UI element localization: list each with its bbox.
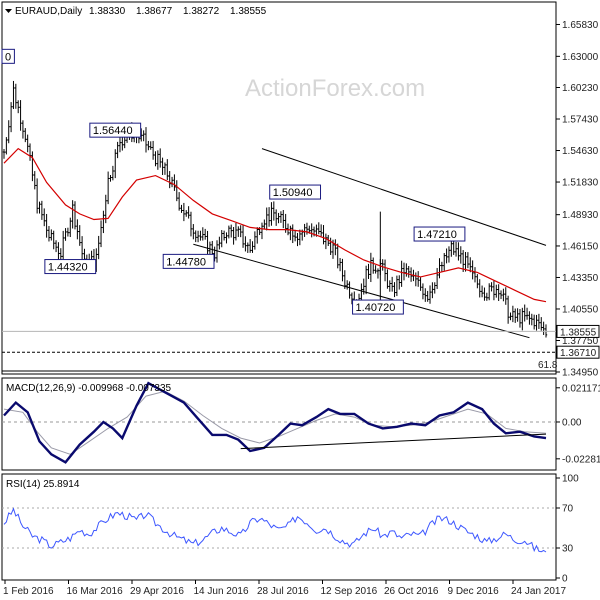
x-axis-label: 29 Apr 2016 [130,586,184,597]
price-y-label: 1.57430 [562,115,599,126]
macd-y-label: 0.00 [562,417,582,428]
x-axis: 1 Feb 2016 16 Mar 2016 29 Apr 2016 14 Jun 2… [3,580,566,597]
price-y-label: 1.46150 [562,241,599,252]
price-annotation-box [413,226,466,242]
price-annotation-box [162,253,215,269]
price-y-label: 1.37750 [562,336,599,347]
x-axis-label: 16 Mar 2016 [67,586,124,597]
macd-trendline [240,433,547,450]
price-y-label: 1.60230 [562,83,599,94]
price-y-label: 1.65830 [562,20,599,31]
rsi-y-label: 70 [562,504,574,515]
price-annotation-label: 1.44320 [48,262,88,274]
macd-signal-line [3,390,547,455]
x-axis-label: 24 Jan 2017 [511,586,566,597]
price-y-label: 1.63000 [562,52,599,63]
rsi-panel [1,473,557,581]
header-close: 1.38555 [230,6,267,17]
price-layer: 1.65830 1.63000 1.60230 1.57430 1.54630 1.518… [1,20,600,379]
dropdown-arrow-icon [5,9,12,13]
rsi-y-label: 100 [562,474,579,485]
price-y-label: 1.40550 [562,304,599,315]
chart-header: EURAUD,Daily 1.38330 1.38677 1.38272 1.3… [5,6,267,17]
x-axis-label: 14 Jun 2016 [194,586,249,597]
price-annotation-label: 1.44780 [166,256,206,268]
price-y-label: 1.48930 [562,210,599,221]
price-annotation-label: 1.47210 [417,229,457,241]
price-y-label: 1.51830 [562,178,599,189]
macd-title: MACD(12,26,9) -0.009968 -0.007335 [6,383,172,394]
last-price-label: 1.38555 [560,327,597,338]
price-annotation-box [1,48,15,64]
price-y-label: 1.34950 [562,368,599,379]
watermark: ActionForex.com [245,75,425,102]
fib-label: 61.8 [538,360,558,371]
rsi-title: RSI(14) 25.8914 [6,479,80,490]
price-annotation-label: 1.56440 [93,125,133,137]
header-high: 1.38677 [136,6,173,17]
price-annotation-box [44,259,97,275]
channel-line [193,243,530,339]
header-symbol: EURAUD,Daily [15,6,82,17]
rsi-y-label: 30 [562,544,574,555]
x-axis-label: 26 Oct 2016 [384,586,439,597]
macd-panel [1,377,557,471]
channel-line [261,148,547,246]
price-y-label: 1.54630 [562,146,599,157]
price-annotation-label: 1.50940 [273,187,313,199]
support-box [556,345,600,359]
price-annotation-box [89,122,142,138]
x-axis-label: 12 Sep 2016 [321,586,378,597]
price-annotation-label: 1.40720 [356,302,396,314]
header-low: 1.38272 [183,6,220,17]
macd-layer: 0.021171 0.00 -0.022814 [2,381,600,465]
x-axis-label: 1 Feb 2016 [3,586,54,597]
rsi-line [3,507,547,553]
header-open: 1.38330 [89,6,126,17]
price-y-label: 1.43350 [562,273,599,284]
x-axis-label: 28 Jul 2016 [257,586,309,597]
macd-y-label: -0.022814 [562,454,600,465]
x-axis-label: 9 Dec 2016 [448,586,500,597]
price-annotation-box [269,184,322,200]
price-annotation-box [352,299,404,315]
rsi-layer: 100 70 30 0 [2,474,579,585]
rsi-y-label: 0 [562,574,568,585]
sma-line [3,147,547,303]
support-label: 1.36710 [560,348,597,359]
macd-y-label: 0.021171 [562,383,600,394]
price-annotation-label: 0 [5,51,11,63]
last-price-box [556,324,600,338]
